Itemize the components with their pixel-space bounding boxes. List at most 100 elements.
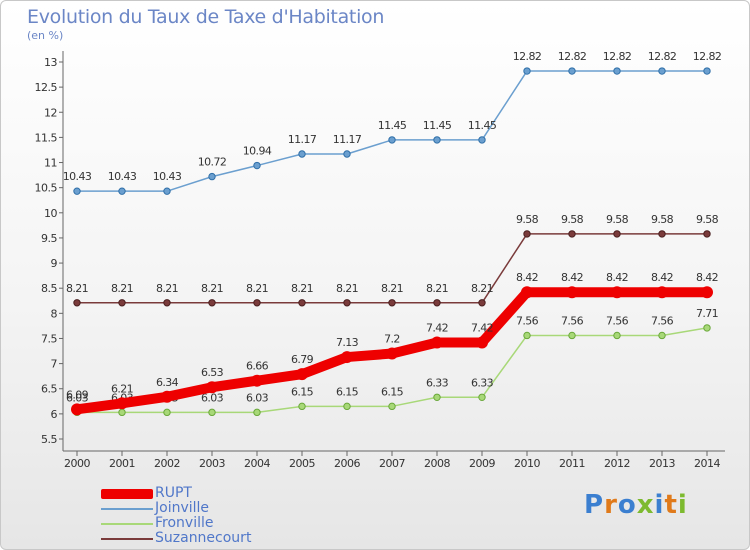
data-label-rupt: 7.42 [471, 321, 493, 334]
x-tick-label: 2014 [694, 457, 720, 470]
data-point-joinville [298, 150, 306, 158]
brand-logo: Proxiti [584, 490, 688, 520]
x-tick-label: 2011 [559, 457, 585, 470]
data-point-suzannecourt [208, 299, 216, 307]
y-tick-label: 10.5 [35, 182, 58, 195]
data-label-suzannecourt: 8.21 [381, 282, 403, 295]
data-label-joinville: 11.17 [333, 133, 362, 146]
x-tick-label: 2012 [604, 457, 630, 470]
data-label-joinville: 12.82 [648, 50, 677, 63]
data-point-rupt [431, 336, 443, 349]
data-label-rupt: 6.79 [291, 353, 314, 366]
x-tick-label: 2009 [469, 457, 495, 470]
y-tick-label: 6 [51, 408, 58, 421]
data-label-fronville: 6.03 [246, 391, 269, 404]
y-tick-label: 9 [51, 257, 58, 270]
data-point-suzannecourt [568, 230, 576, 238]
data-label-suzannecourt: 9.58 [696, 213, 719, 226]
data-point-joinville [658, 67, 666, 75]
brand-letter: P [584, 490, 605, 520]
legend-item-suzannecourt: Suzannecourt [101, 530, 301, 546]
legend-item-joinville: Joinville [101, 500, 301, 516]
legend-label-joinville: Joinville [155, 500, 210, 516]
data-label-rupt: 8.42 [696, 271, 718, 284]
x-tick-label: 2006 [334, 457, 360, 470]
data-point-joinville [523, 67, 531, 75]
legend-item-rupt: RUPT [101, 485, 301, 501]
data-point-fronville [433, 393, 441, 401]
data-label-fronville: 6.33 [471, 376, 494, 389]
legend-swatch-suzannecourt [101, 538, 153, 540]
data-point-suzannecourt [613, 230, 621, 238]
data-point-suzannecourt [433, 299, 441, 307]
data-label-rupt: 7.42 [426, 321, 448, 334]
data-label-suzannecourt: 9.58 [651, 213, 674, 226]
x-tick-label: 2010 [514, 457, 540, 470]
data-point-suzannecourt [253, 299, 261, 307]
data-label-rupt: 8.42 [651, 271, 673, 284]
data-point-fronville [613, 331, 621, 340]
y-tick-label: 12.5 [35, 81, 58, 94]
data-label-joinville: 12.82 [558, 50, 587, 63]
data-point-rupt [71, 403, 83, 416]
data-label-joinville: 10.43 [108, 170, 137, 183]
legend-swatch-rupt [101, 489, 153, 499]
data-label-rupt: 8.42 [606, 271, 628, 284]
data-label-suzannecourt: 8.21 [156, 282, 178, 295]
x-tick-label: 2008 [424, 457, 450, 470]
data-point-rupt [206, 381, 218, 394]
data-label-suzannecourt: 8.21 [246, 282, 268, 295]
x-tick-label: 2001 [109, 457, 135, 470]
data-point-fronville [478, 393, 486, 401]
data-point-joinville [163, 187, 171, 195]
legend-swatch-fronville [101, 523, 153, 525]
y-tick-label: 9.5 [41, 232, 57, 245]
data-point-joinville [118, 187, 126, 195]
data-label-suzannecourt: 8.21 [111, 282, 133, 295]
data-label-fronville: 7.56 [561, 314, 584, 327]
data-point-joinville [73, 187, 81, 195]
data-point-joinville [388, 136, 396, 144]
data-point-rupt [341, 351, 353, 364]
data-point-suzannecourt [343, 299, 351, 307]
legend-label-rupt: RUPT [155, 485, 192, 501]
data-point-suzannecourt [388, 299, 396, 307]
data-label-suzannecourt: 9.58 [606, 213, 629, 226]
y-tick-label: 8 [51, 307, 58, 320]
data-point-fronville [388, 402, 396, 411]
data-label-rupt: 8.42 [516, 271, 538, 284]
data-point-joinville [343, 150, 351, 158]
data-point-rupt [521, 286, 533, 299]
data-label-rupt: 6.34 [156, 376, 179, 389]
y-tick-label: 6.5 [41, 383, 57, 396]
data-label-suzannecourt: 8.21 [336, 282, 358, 295]
y-tick-label: 12 [44, 106, 57, 119]
data-label-fronville: 6.15 [291, 385, 314, 398]
y-tick-label: 11 [44, 157, 57, 170]
y-tick-label: 7 [51, 358, 58, 371]
data-label-fronville: 7.71 [696, 307, 718, 320]
data-label-rupt: 7.13 [336, 336, 359, 349]
data-label-joinville: 11.17 [288, 133, 317, 146]
brand-letter: r [604, 490, 618, 520]
data-label-rupt: 6.21 [111, 382, 133, 395]
y-tick-label: 8.5 [41, 282, 57, 295]
data-point-fronville [568, 331, 576, 340]
y-tick-label: 5.5 [41, 433, 57, 446]
data-label-joinville: 10.72 [198, 156, 227, 169]
data-label-fronville: 7.56 [606, 314, 629, 327]
brand-letter: i [677, 490, 688, 520]
x-tick-label: 2002 [154, 457, 180, 470]
data-point-rupt [566, 286, 578, 299]
data-point-joinville [208, 172, 216, 181]
data-point-suzannecourt [118, 299, 126, 307]
brand-letter: i [654, 490, 665, 520]
data-point-rupt [611, 286, 623, 299]
x-tick-label: 2000 [64, 457, 90, 470]
data-point-fronville [208, 408, 216, 417]
data-label-joinville: 12.82 [603, 50, 632, 63]
data-point-suzannecourt [478, 299, 486, 307]
data-label-suzannecourt: 9.58 [516, 213, 539, 226]
data-point-rupt [656, 286, 668, 299]
